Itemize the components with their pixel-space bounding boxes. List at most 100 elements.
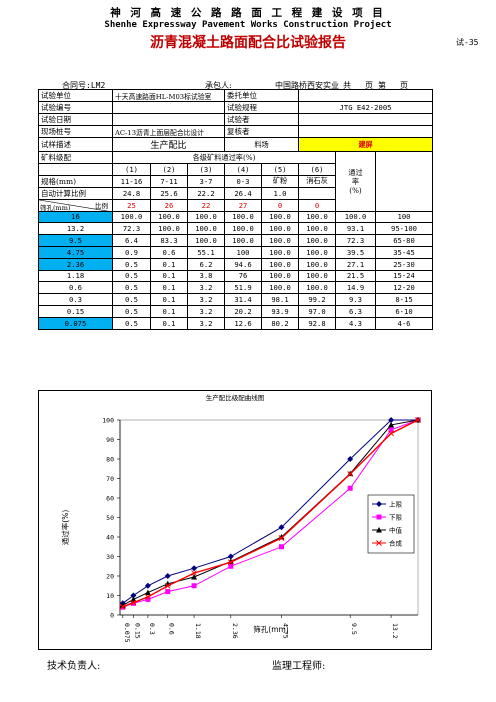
pass-value: 98.1 [261, 293, 300, 306]
x-tick-label: 0.6 [168, 623, 176, 635]
page-total-label: 共 [343, 81, 351, 90]
pass-value: 31.4 [224, 293, 263, 306]
pass-value: 100.0 [186, 234, 226, 247]
y-tick-label: 0 [110, 612, 114, 620]
material-label: 料场 [224, 137, 300, 152]
data-point [376, 501, 382, 507]
pass-value: 100.0 [261, 210, 300, 224]
data-point [164, 573, 171, 579]
pass-value: 51.9 [224, 281, 263, 295]
pass-value: 100.0 [261, 222, 300, 236]
manual-ratio[interactable]: 26 [150, 198, 188, 212]
data-point [388, 427, 394, 433]
checker-value[interactable] [298, 125, 434, 138]
page-number-label: 第 [378, 81, 386, 90]
unit-value: 十天高速路面HL-M03标试验室 [111, 89, 226, 102]
data-point [376, 540, 382, 546]
chart-title: 生产配比级配曲线图 [206, 393, 265, 402]
pass-value: 0.1 [150, 316, 188, 330]
spec-range: 35-45 [375, 245, 434, 259]
series-line [122, 419, 419, 608]
sieve-row: 2.36 0.5 0.1 6.2 94.6 100.0 100.0 27.1 25-30 [38, 257, 434, 271]
desc-value: 生产配比 [111, 137, 226, 152]
pass-rate-label: 通过 率 (%) [335, 151, 377, 212]
pass-value: 100.0 [298, 269, 337, 283]
data-point [191, 565, 198, 572]
data-point [388, 421, 395, 428]
combined-pass: 39.5 [335, 245, 377, 259]
pass-value: 93.9 [261, 304, 300, 318]
pass-value: 100.0 [298, 222, 337, 236]
pass-value: 100.0 [261, 269, 300, 283]
pass-value: 0.5 [112, 269, 151, 283]
data-point [130, 592, 137, 599]
pass-value: 100.0 [112, 210, 151, 224]
manual-ratio[interactable]: 25 [112, 198, 151, 212]
y-tick-label: 10 [106, 592, 114, 600]
entrust-label: 委托单位 [224, 89, 300, 102]
manual-ratio[interactable]: 22 [186, 198, 226, 212]
combined-pass: 27.1 [335, 257, 377, 271]
series-line [122, 419, 419, 608]
pass-value: 100.0 [298, 210, 337, 224]
sieve-row: 16 100.0 100.0 100.0 100.0 100.0 100.0 100.0 100 [38, 210, 434, 224]
test-no-value[interactable] [111, 101, 226, 114]
diagonal-line [40, 200, 105, 211]
combined-pass: 9.3 [335, 293, 377, 306]
x-tick-label: 13.2 [391, 623, 399, 639]
pass-value: 72.3 [112, 222, 151, 236]
page-end-label: 页 [400, 81, 408, 90]
test-no-label: 试验编号 [38, 101, 113, 114]
page-label: 页 [365, 81, 373, 90]
sieve-row: 13.2 72.3 100.0 100.0 100.0 100.0 100.0 93.1 95-… [38, 222, 434, 236]
data-point [228, 563, 234, 569]
pass-value: 100.0 [186, 222, 226, 236]
combined-pass: 4.3 [335, 316, 377, 330]
supervisor-engineer-label: 监理工程师: [272, 661, 326, 672]
y-tick-label: 80 [106, 456, 114, 464]
y-axis-label: 通过率(%) [60, 510, 70, 546]
sieve-row: 0.15 0.5 0.1 3.2 20.2 93.9 97.0 6.3 6-10 [38, 304, 434, 318]
pass-value: 0.5 [112, 293, 151, 306]
combined-pass: 14.9 [335, 281, 377, 295]
pass-value: 3.2 [186, 316, 226, 330]
supervisor-unit: 中国路桥西安实业 [275, 81, 339, 90]
manual-ratio[interactable]: 0 [261, 198, 300, 212]
pass-value: 100.0 [150, 210, 188, 224]
spec-range: 4-6 [375, 316, 434, 330]
manual-ratio[interactable]: 0 [298, 198, 337, 212]
data-point [164, 583, 171, 589]
spec-range: 25-30 [375, 257, 434, 271]
col-num: (3) [186, 163, 226, 176]
spec-range-header [375, 151, 434, 212]
pass-value: 0.1 [150, 293, 188, 306]
spec-cell: 0-3 [224, 174, 263, 188]
pass-value: 100.0 [261, 257, 300, 271]
col-num: (2) [150, 163, 188, 176]
test-date-value[interactable] [111, 113, 226, 126]
tester-label: 试验者 [224, 113, 300, 126]
sieve-row: 0.6 0.5 0.1 3.2 51.9 100.0 100.0 14.9 12-20 [38, 281, 434, 295]
pass-value: 92.8 [298, 316, 337, 330]
entrust-value[interactable] [298, 89, 434, 102]
manual-ratio[interactable]: 27 [224, 198, 263, 212]
sieve-size: 0.15 [38, 304, 113, 318]
series-line [122, 419, 418, 604]
sieve-rows: 16 100.0 100.0 100.0 100.0 100.0 100.0 100.0 100… [38, 210, 434, 330]
sieve-row: 1.18 0.5 0.1 3.8 76 100.0 100.0 21.5 15-24 [38, 269, 434, 283]
data-point [278, 535, 285, 541]
ratio-cell: 24.8 [112, 186, 151, 200]
spec-range: 8-15 [375, 293, 434, 306]
pile-label: 现场桩号 [38, 125, 113, 138]
data-point [376, 514, 382, 520]
spec-range: 95-100 [375, 222, 434, 236]
grading-label: 矿料级配 [38, 151, 113, 164]
tester-value[interactable] [298, 113, 434, 126]
sieve-size: 0.075 [38, 316, 113, 330]
data-point [347, 471, 354, 477]
data-point [191, 583, 197, 589]
spec-range: 12-20 [375, 281, 434, 295]
pass-value: 100.0 [298, 234, 337, 247]
sieve-size: 1.18 [38, 269, 113, 283]
spec-range: 6-10 [375, 304, 434, 318]
